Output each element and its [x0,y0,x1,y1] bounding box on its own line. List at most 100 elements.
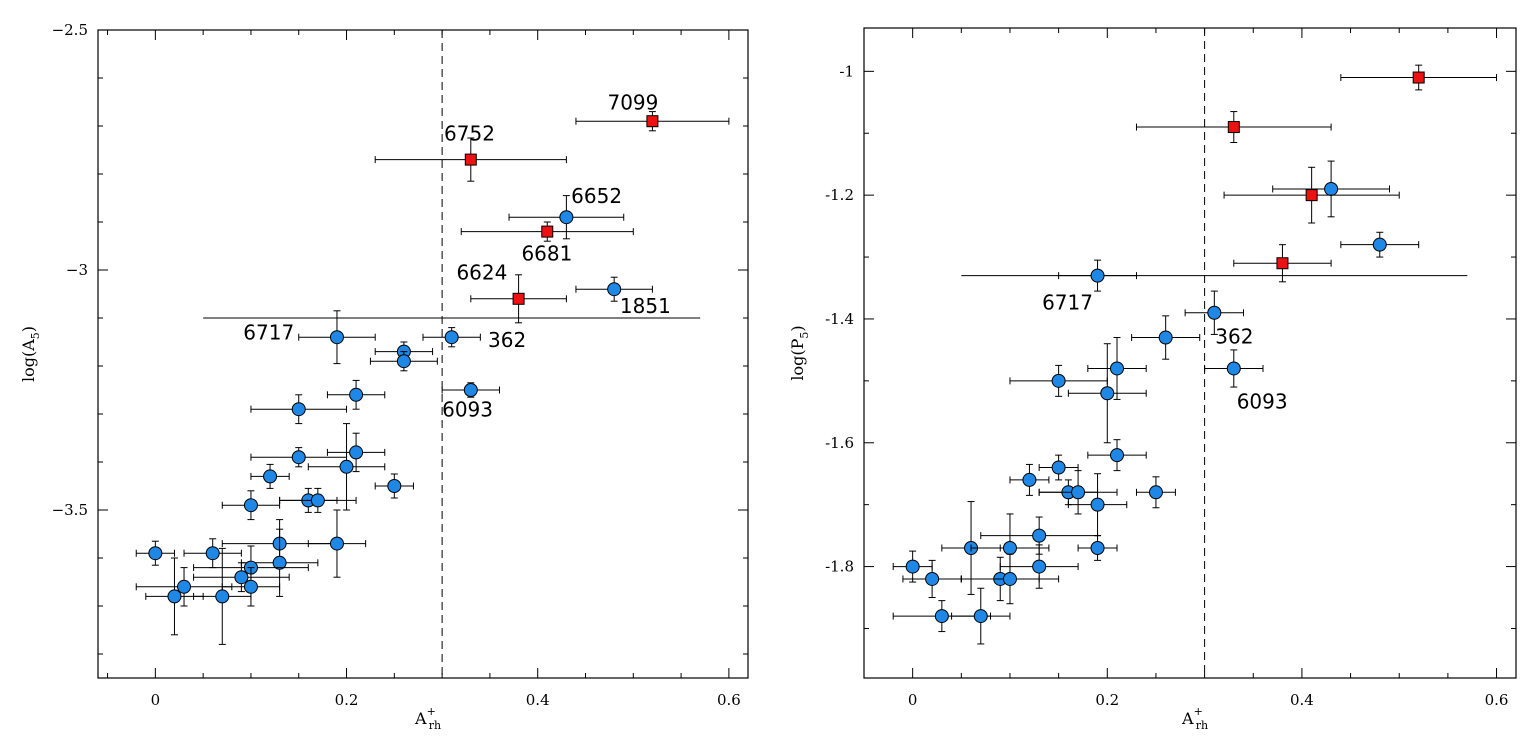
blue-circle-marker [1090,541,1105,555]
data-point [1087,439,1147,472]
x-tick-label: 0.4 [1290,691,1314,709]
blue-circle-marker [925,571,940,586]
blue-circle-marker [396,354,411,369]
red-square-marker [1305,189,1318,202]
y-tick-label: -1 [839,62,854,80]
blue-circle-marker [1090,268,1105,283]
data-point [135,540,175,566]
blue-circle-marker [167,589,182,604]
data-point [221,490,281,521]
x-axis-title: A+ rh [414,705,441,732]
plot-frame [97,29,749,679]
data-point [298,310,376,365]
red-square-marker [1227,121,1240,134]
blue-circle-marker [177,579,192,594]
blue-circle-marker [1148,485,1163,500]
x-axis-title-sub: rh [429,719,441,732]
x-tick-label: 0 [151,691,161,709]
data-point [369,351,438,372]
x-axis-title: A+ rh [1181,705,1208,732]
data-point [1272,160,1390,218]
blue-circle-marker [243,579,258,594]
y-tick-label: −3.5 [52,501,88,519]
blue-circle-marker [349,387,364,402]
x-tick-label: 0.6 [1485,691,1509,709]
blue-circle-marker [329,330,344,345]
blue-circle-marker [291,450,306,465]
y-tick-label: −2.5 [52,21,88,39]
data-point [1067,343,1147,444]
blue-circle-marker [263,469,278,484]
blue-circle-marker [444,330,459,345]
blue-circle-marker [1051,373,1066,388]
cluster-label: 6717 [243,321,294,345]
data-point [1009,364,1108,397]
x-axis-title-main: A [414,709,427,728]
data-point [1340,64,1498,91]
blue-circle-marker [905,559,920,574]
blue-circle-marker [463,383,478,397]
data-point [193,547,252,645]
red-square-marker [541,225,554,238]
data-point [422,327,481,348]
y-axis-title-main: log(A [19,339,38,382]
x-tick-label: 0.2 [335,691,359,709]
data-point [1009,463,1050,496]
y-axis-title: log(A5) [19,326,42,382]
y-axis-title-sub: 5 [798,332,811,339]
cluster-label: 7099 [607,91,658,115]
blue-circle-marker [349,445,364,460]
y-axis-title-close: ) [788,325,807,331]
data-point [960,553,1060,605]
data-point [1077,535,1118,561]
y-axis-title: log(P5) [788,325,811,380]
x-tick-label: 0.2 [1095,691,1119,709]
blue-circle-marker [1158,330,1173,345]
left-panel-log-a5-vs-arh: 0 0.2 0.4 0.6 −2.5 −3 −3.5 A+ rh log(A5) 7099 6752 6… [19,21,749,732]
blue-circle-marker [1051,460,1066,475]
right-panel-log-p5-vs-arh: 0 0.2 0.4 0.6 -1 -1.2 -1.4 -1.6 -1.8 A+ rh log(P5) 6… [788,27,1517,732]
blue-circle-marker [339,459,354,474]
y-tick-label: −3 [66,261,88,279]
x-axis-title-sup: + [427,705,436,718]
cluster-label: 362 [1215,325,1253,349]
x-axis-title-sub: rh [1196,719,1208,732]
blue-circle-marker [1032,559,1047,574]
cluster-label: 6652 [571,184,622,208]
data-point [1223,166,1400,224]
data-point [1038,470,1118,515]
data-point [221,567,281,607]
data-point [1135,476,1176,509]
data-point [135,567,233,607]
red-square-marker [464,153,477,166]
blue-circle-marker [1032,528,1047,543]
data-point [326,379,386,410]
cluster-label: 6681 [521,241,572,265]
y-tick-label: -1.8 [825,558,854,576]
x-tick-label: 0.6 [717,691,741,709]
plot-frame [863,27,1517,679]
blue-circle-marker [1071,485,1086,500]
data-point [1233,244,1332,283]
blue-circle-marker [387,479,402,493]
blue-circle-marker [1110,448,1125,463]
data-point [250,447,348,468]
blue-circle-marker [1226,361,1241,376]
blue-circle-marker [148,546,163,561]
data-point [1340,231,1420,258]
data-point [1184,290,1245,335]
data-point [279,487,357,513]
data-point [374,473,414,499]
blue-circle-marker [329,536,344,551]
data-point [307,423,386,511]
red-square-marker [512,292,525,305]
cluster-label: 1851 [620,294,671,318]
data-point [575,276,653,302]
data-point [470,274,567,324]
data-point [1204,349,1264,388]
blue-circle-marker [1090,497,1105,512]
blue-circle-marker [1207,305,1222,320]
data-point [575,111,730,132]
red-square-marker [1412,71,1425,84]
